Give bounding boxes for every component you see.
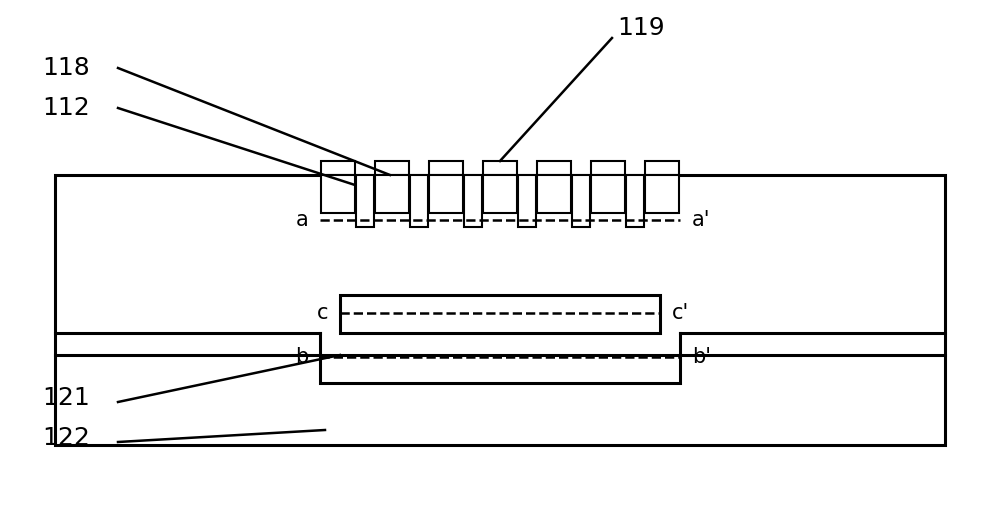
Bar [518,175,536,227]
Bar [464,175,482,227]
Bar [645,161,679,175]
Bar [537,175,571,213]
Bar [321,161,355,175]
Bar [645,175,679,213]
Text: a': a' [692,210,710,230]
Text: 112: 112 [42,96,90,120]
Bar [356,175,374,227]
Text: 121: 121 [42,386,90,410]
Bar [626,175,644,227]
Bar [483,175,517,213]
Bar [375,161,409,175]
Text: b': b' [692,347,711,367]
Bar [340,295,660,333]
Bar [429,175,463,213]
Bar [321,175,355,213]
Text: 119: 119 [617,16,665,40]
Text: 122: 122 [42,426,90,450]
Bar [483,161,517,175]
Bar [537,161,571,175]
Text: c: c [317,303,328,323]
Bar [375,175,409,213]
Text: a: a [295,210,308,230]
Bar [429,161,463,175]
Text: 118: 118 [42,56,90,80]
Bar [55,175,945,445]
Bar [591,175,625,213]
Bar [320,355,680,383]
Text: c': c' [672,303,689,323]
Text: b: b [295,347,308,367]
Bar [410,175,428,227]
Bar [572,175,590,227]
Bar [591,161,625,175]
